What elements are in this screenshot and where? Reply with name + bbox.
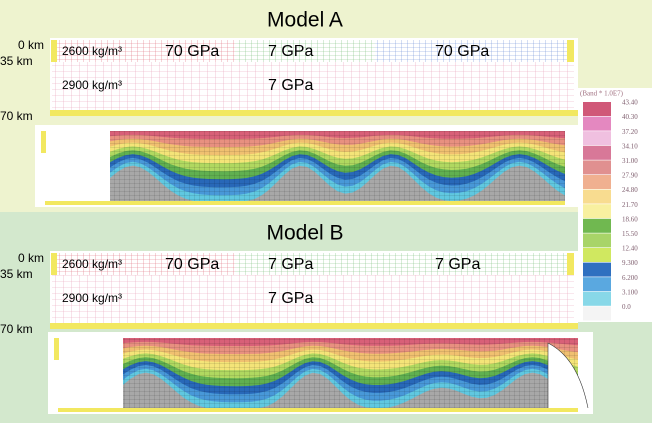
page: { "colorbar": { "title": "(Band * 1.0E7)… <box>0 0 652 423</box>
colorbar-label: 18.60 <box>622 215 638 223</box>
mesh <box>123 338 578 408</box>
colorbar-label: 37.20 <box>622 128 638 136</box>
depth-label: 0 km <box>18 38 44 52</box>
modulus-label: 7 GPa <box>435 256 480 273</box>
depth-label: 70 km <box>0 109 33 123</box>
colorbar-swatch <box>583 204 611 218</box>
colorbar-label: 24.80 <box>622 186 638 194</box>
model-panel: Model A 0 km 35 km 70 km 2600 kg/m³ 70 GPa 7 G… <box>0 9 580 207</box>
colorbar-swatch <box>583 263 611 277</box>
colorbar-title: (Band * 1.0E7) <box>580 90 624 98</box>
colorbar-label: 0.0 <box>622 303 631 311</box>
depth-label: 70 km <box>0 322 33 336</box>
depth-label: 35 km <box>0 267 33 281</box>
colorbar-swatch <box>583 146 611 160</box>
colorbar-swatch <box>583 190 611 204</box>
colorbar-swatch <box>583 292 611 306</box>
colorbar-label: 40.30 <box>622 113 638 121</box>
figure: Model A 0 km 35 km 70 km 2600 kg/m³ 70 GPa 7 G… <box>0 0 652 423</box>
colorbar-swatch <box>583 117 611 131</box>
boundary-strip <box>567 40 574 62</box>
density-label: 2900 kg/m³ <box>62 291 122 305</box>
mesh <box>110 131 565 201</box>
colorbar-label: 43.40 <box>622 99 638 107</box>
depth-label: 35 km <box>0 54 33 68</box>
boundary-strip <box>567 253 574 275</box>
boundary-strip <box>58 408 578 412</box>
depth-label: 0 km <box>18 251 44 265</box>
modulus-label: 70 GPa <box>165 43 219 60</box>
density-label: 2900 kg/m³ <box>62 78 122 92</box>
colorbar-label: 31.00 <box>622 157 638 165</box>
modulus-label: 7 GPa <box>268 256 313 273</box>
boundary-strip <box>50 110 578 116</box>
colorbar: (Band * 1.0E7)43.40 40.30 37.20 34.10 31.00 2… <box>578 88 652 322</box>
colorbar-label: 15.50 <box>622 230 638 238</box>
boundary-strip <box>51 40 57 62</box>
colorbar-label: 9.300 <box>622 259 638 267</box>
colorbar-label: 27.90 <box>622 172 638 180</box>
colorbar-swatch <box>583 306 611 320</box>
model-title: Model A <box>267 9 343 32</box>
colorbar-label: 34.10 <box>622 142 638 150</box>
model-title: Model B <box>266 222 343 245</box>
colorbar-label: 21.70 <box>622 201 638 209</box>
modulus-label: 70 GPa <box>165 256 219 273</box>
modulus-label: 7 GPa <box>268 290 313 307</box>
density-label: 2600 kg/m³ <box>62 257 122 271</box>
modulus-label: 7 GPa <box>268 43 313 60</box>
modulus-label: 70 GPa <box>435 43 489 60</box>
boundary-strip <box>50 323 578 329</box>
boundary-strip <box>45 201 565 205</box>
colorbar-swatch <box>583 131 611 145</box>
colorbar-swatch <box>583 219 611 233</box>
colorbar-label: 3.100 <box>622 288 638 296</box>
density-label: 2600 kg/m³ <box>62 44 122 58</box>
colorbar-label: 12.40 <box>622 245 638 253</box>
boundary-strip <box>54 338 59 360</box>
colorbar-label: 6.200 <box>622 274 638 282</box>
colorbar-swatch <box>583 248 611 262</box>
colorbar-swatch <box>583 233 611 247</box>
colorbar-swatch <box>583 102 611 116</box>
colorbar-swatch <box>583 160 611 174</box>
colorbar-swatch <box>583 277 611 291</box>
boundary-strip <box>51 253 57 275</box>
modulus-label: 7 GPa <box>268 77 313 94</box>
colorbar-swatch <box>583 175 611 189</box>
boundary-strip <box>41 131 46 153</box>
